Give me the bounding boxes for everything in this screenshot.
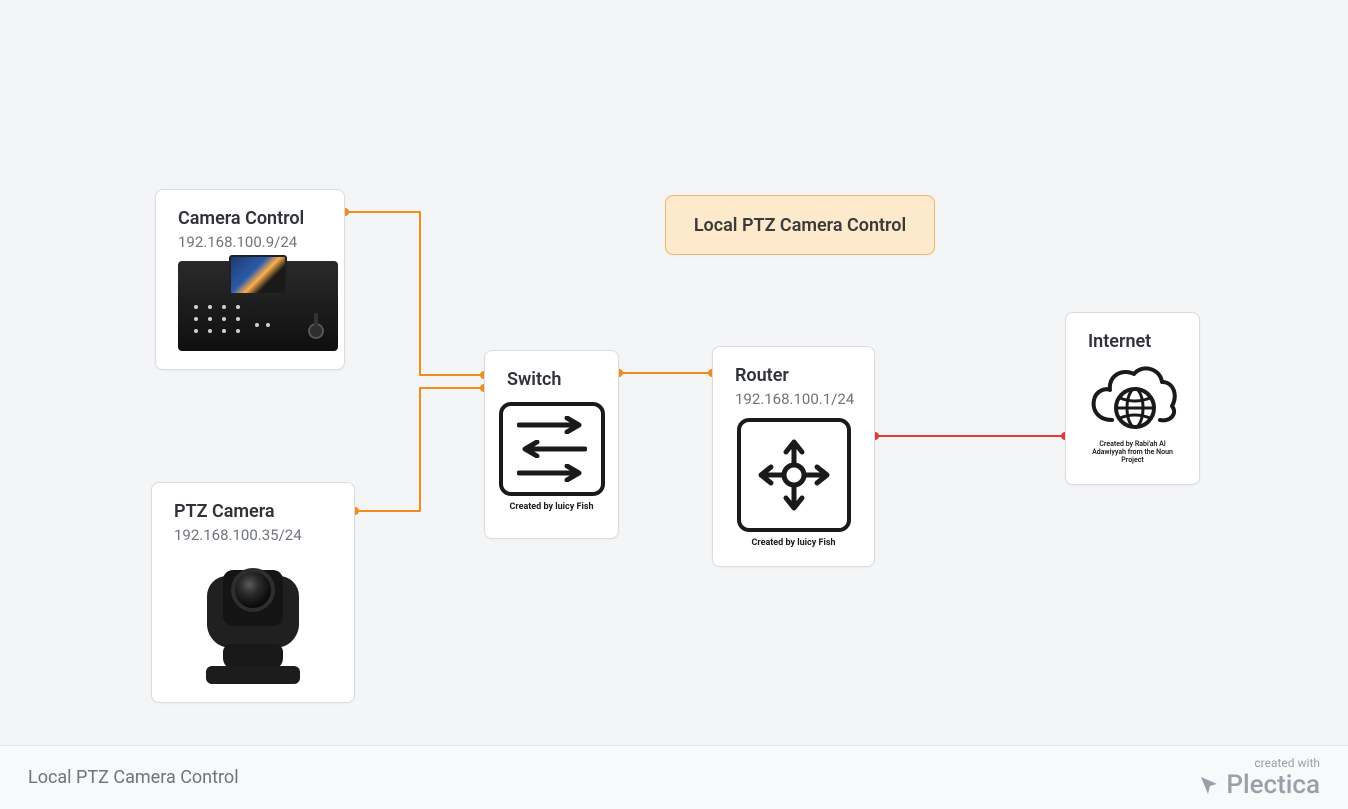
attribution-text: Created by luicy Fish: [751, 538, 835, 548]
footer-title: Local PTZ Camera Control: [28, 767, 239, 788]
router-icon: Created by luicy Fish: [735, 418, 852, 548]
node-router[interactable]: Router 192.168.100.1/24 Created by luicy…: [712, 346, 875, 567]
node-subtitle: 192.168.100.9/24: [178, 233, 322, 251]
switch-icon: Created by luicy Fish: [507, 394, 596, 512]
node-switch[interactable]: Switch Created by luicy Fish: [484, 350, 619, 539]
diagram-title-label: Local PTZ Camera Control: [694, 215, 906, 236]
node-title: Camera Control: [178, 208, 322, 229]
plectica-logo-icon: [1198, 774, 1220, 796]
node-camera-control[interactable]: Camera Control 192.168.100.9/24: [155, 189, 345, 370]
node-title: Internet: [1088, 331, 1177, 352]
diagram-title-node[interactable]: Local PTZ Camera Control: [665, 195, 935, 255]
brand-name: Plectica: [1226, 770, 1320, 800]
ptz-camera-icon: [188, 554, 318, 684]
node-subtitle: 192.168.100.35/24: [174, 526, 332, 544]
attribution-text: Created by luicy Fish: [509, 502, 593, 512]
footer-bar: Local PTZ Camera Control created with Pl…: [0, 745, 1348, 809]
node-ptz-camera[interactable]: PTZ Camera 192.168.100.35/24: [151, 482, 355, 703]
created-with-label: created with: [1198, 756, 1320, 770]
node-title: Switch: [507, 369, 596, 390]
control-panel-icon: [178, 261, 338, 351]
internet-cloud-icon: Created by Rabi'ah Al Adawiyyah from the…: [1088, 362, 1177, 464]
node-subtitle: 192.168.100.1/24: [735, 390, 852, 408]
diagram-canvas: Local PTZ Camera Control Camera Control …: [0, 0, 1348, 809]
node-internet[interactable]: Internet Created by Rabi'ah Al Adawiyyah…: [1065, 312, 1200, 485]
footer-brand[interactable]: created with Plectica: [1198, 756, 1320, 800]
node-title: Router: [735, 365, 852, 386]
attribution-text: Created by Rabi'ah Al Adawiyyah from the…: [1088, 440, 1177, 464]
node-title: PTZ Camera: [174, 501, 332, 522]
